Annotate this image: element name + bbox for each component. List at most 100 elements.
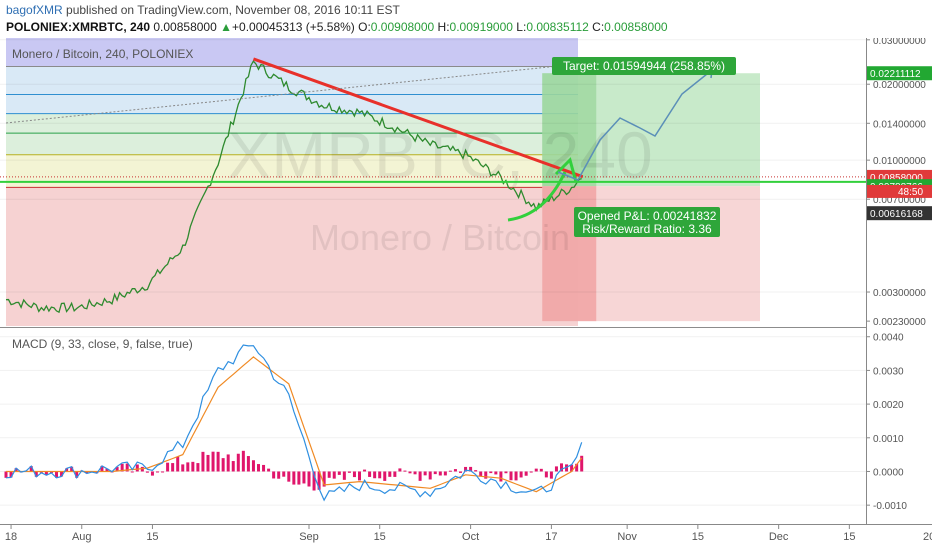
histogram-bar [342, 471, 346, 480]
fib-band [6, 38, 578, 67]
time-axis[interactable]: 18 Aug 15 Sep 15 Oct 17 Nov 15 Dec 15 2017 [5, 524, 932, 543]
time-tick-label: Dec [769, 531, 789, 543]
histogram-bar [484, 471, 488, 479]
histogram-bar [474, 470, 478, 472]
time-tick-label: 15 [374, 531, 386, 543]
time-tick-label: Nov [617, 531, 637, 543]
target-label-text: Target: 0.01594944 (258.85%) [563, 59, 725, 73]
histogram-bar [393, 471, 397, 477]
histogram-bar [554, 466, 558, 472]
histogram-bar [176, 456, 180, 472]
target-label-bg [552, 57, 736, 75]
description-watermark: Monero / Bitcoin [310, 217, 570, 258]
main-legend[interactable]: Monero / Bitcoin, 240, POLONIEX [12, 47, 193, 61]
price-tick-label: 0.01000000 [873, 156, 926, 167]
time-tick-label: 18 [5, 531, 17, 543]
macd-line [5, 344, 583, 502]
chart-canvas[interactable]: XMRBTC, 240 Monero / Bitcoin Target: 0.0… [0, 38, 932, 550]
drawings[interactable] [0, 57, 866, 222]
histogram-bar [322, 471, 326, 487]
histogram-bar [504, 471, 508, 474]
price-badge [867, 66, 932, 81]
histogram-bar [337, 471, 341, 475]
price-tick-label: 0.03000000 [873, 38, 926, 47]
macd-legend[interactable]: MACD (9, 33, close, 9, false, true) [12, 337, 193, 351]
histogram-bar [580, 455, 584, 472]
time-tick-label: Sep [299, 531, 319, 543]
histogram-bar [403, 470, 407, 472]
histogram-bar [120, 463, 124, 472]
price-badge-label: 0.02211112 [870, 69, 921, 80]
time-tick-label: 15 [146, 531, 158, 543]
symbol-watermark: XMRBTC, 240 [227, 118, 652, 192]
histogram-bar [161, 471, 165, 473]
price-axis[interactable]: 0.03000000 0.02000000 0.01400000 0.01000000… [866, 38, 932, 328]
last-price: 0.00858000 [153, 20, 217, 34]
histogram-bar [565, 464, 569, 472]
open-value: 0.00908000 [370, 20, 435, 34]
histogram-bar [519, 471, 523, 478]
position-labels: Target: 0.01594944 (258.85%) Opened P&L:… [552, 57, 736, 237]
histogram-bar [575, 463, 579, 472]
histogram-bar [509, 471, 513, 481]
histogram-bar [312, 471, 316, 491]
histogram-bar [443, 471, 447, 476]
histogram-bar [570, 464, 574, 472]
histogram-bar [352, 471, 356, 478]
histogram-bar [494, 471, 498, 475]
price-badge-label: 0.00858000 [870, 173, 923, 184]
histogram-bar [534, 468, 538, 472]
histogram-bar [236, 453, 240, 472]
histogram-bar [529, 471, 533, 473]
histogram-bar [489, 471, 493, 474]
histogram-bar [29, 466, 33, 472]
low-value: 0.00835112 [526, 20, 589, 34]
histogram-bar [267, 468, 271, 472]
histogram-bar [44, 471, 48, 476]
histogram-bar [246, 456, 250, 472]
histogram-bar [65, 468, 69, 472]
macd-tick-label: 0.0010 [873, 434, 904, 445]
chart-header: bagofXMR published on TradingView.com, N… [0, 0, 932, 38]
fib-band [6, 113, 578, 134]
publish-text: published on TradingView.com, November 0… [62, 3, 400, 17]
histogram-bar [388, 471, 392, 477]
change-up-icon: ▲ [220, 20, 233, 34]
histogram-bar [251, 460, 255, 472]
histogram-bar [272, 471, 276, 479]
histogram-bar [49, 471, 53, 473]
histogram-bar [438, 471, 442, 476]
histogram-bar [408, 471, 412, 474]
time-tick-label: Aug [72, 531, 92, 543]
author-link[interactable]: bagofXMR [6, 3, 63, 17]
histogram-bar [332, 471, 336, 479]
macd-tick-label: -0.0010 [873, 501, 907, 512]
price-tick-label: 0.00300000 [873, 288, 926, 299]
histogram-bar [307, 471, 311, 487]
long-position-tool[interactable] [542, 73, 760, 322]
histogram-bar [317, 471, 321, 490]
fib-band [6, 66, 578, 95]
histogram-bar [418, 471, 422, 481]
fib-retracement[interactable] [6, 38, 578, 326]
price-tick-label: 0.00230000 [873, 317, 926, 328]
risk-reward-text: Risk/Reward Ratio: 3.36 [582, 222, 712, 236]
histogram-bar [231, 461, 235, 472]
high-value: 0.00919000 [449, 20, 513, 34]
histogram-bar [55, 471, 58, 478]
histogram-bar [100, 465, 104, 472]
histogram-bar [191, 461, 195, 472]
close-label: C: [592, 20, 605, 34]
macd-tick-label: 0.0030 [873, 366, 904, 377]
high-label: H: [437, 20, 450, 34]
histogram-bar [206, 454, 210, 472]
histogram-bar [201, 451, 205, 472]
histogram-bar [221, 458, 225, 472]
symbol-label[interactable]: POLONIEX:XMRBTC, 240 [6, 20, 151, 34]
price-tick-label: 0.00700000 [873, 195, 926, 206]
histogram-bar [479, 471, 483, 477]
histogram-bar [135, 464, 139, 472]
histogram-bar [302, 471, 306, 484]
histogram-bar [524, 471, 528, 476]
histogram-bar [4, 471, 8, 478]
